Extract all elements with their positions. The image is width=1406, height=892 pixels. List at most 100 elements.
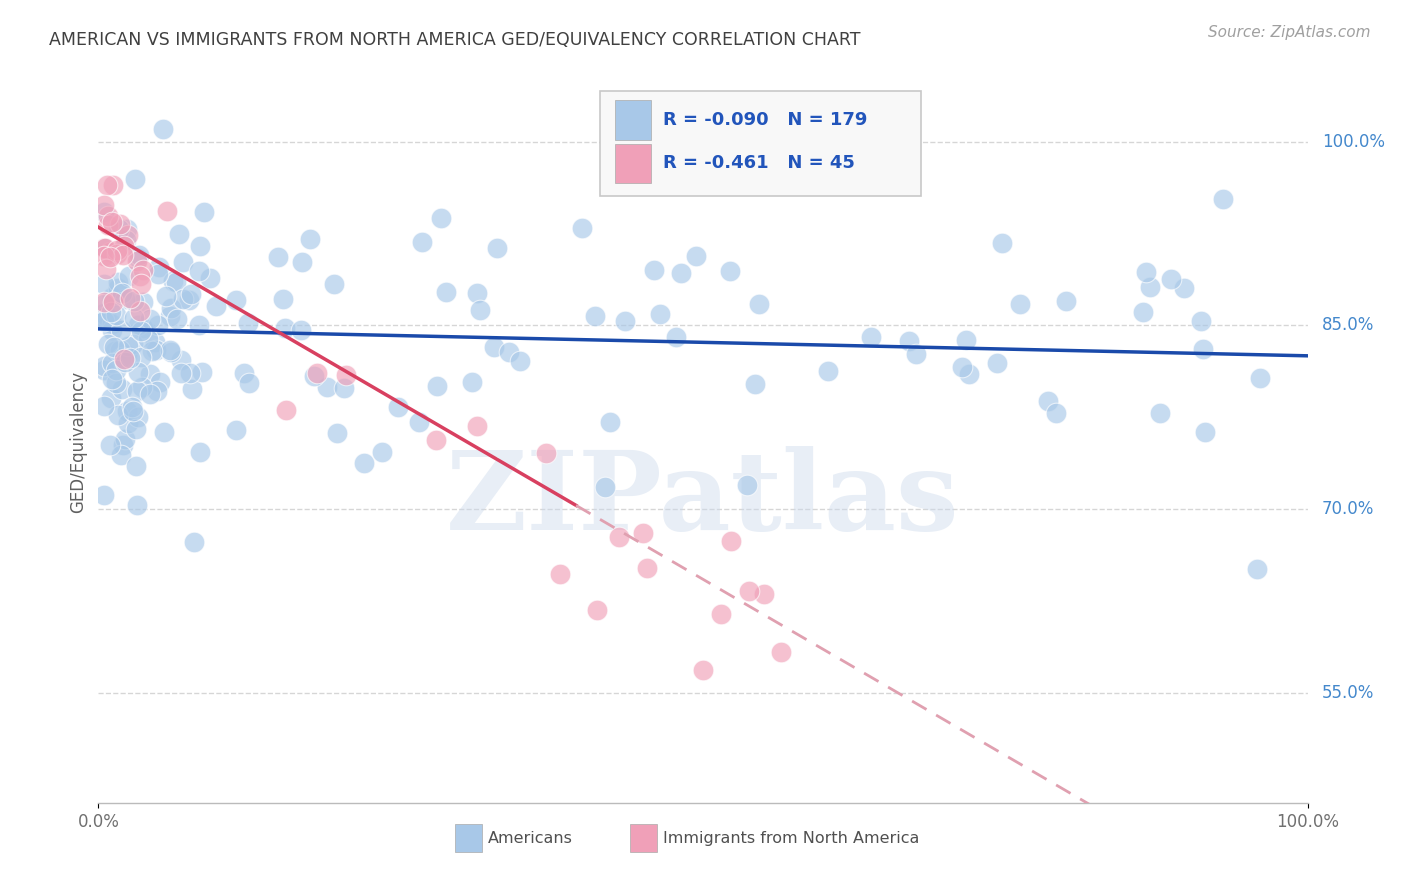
Point <box>169 227 191 241</box>
Point <box>290 323 312 337</box>
Point <box>93 313 115 327</box>
Point <box>101 372 124 386</box>
Point <box>128 247 150 261</box>
Point <box>1250 371 1272 385</box>
Point <box>131 350 153 364</box>
Point <box>120 351 142 366</box>
Point <box>1192 342 1215 356</box>
Point <box>408 415 430 429</box>
Text: 55.0%: 55.0% <box>1322 683 1375 702</box>
Point <box>93 314 115 328</box>
Point <box>1139 280 1161 294</box>
Point <box>720 534 742 549</box>
Point <box>139 367 162 381</box>
Point <box>509 354 531 368</box>
Point <box>188 264 211 278</box>
Point <box>93 488 115 502</box>
Point <box>107 281 129 295</box>
Point <box>426 379 449 393</box>
Point <box>180 286 202 301</box>
Point <box>160 301 183 315</box>
Point <box>129 324 152 338</box>
Point <box>148 318 170 332</box>
Point <box>100 305 122 319</box>
Point <box>114 355 136 369</box>
Point <box>124 172 146 186</box>
Point <box>127 498 149 512</box>
Point <box>105 244 128 258</box>
Point <box>188 445 211 459</box>
Text: 70.0%: 70.0% <box>1322 500 1375 518</box>
Point <box>93 198 115 212</box>
Point <box>94 262 117 277</box>
Point <box>94 310 117 324</box>
Point <box>198 271 221 285</box>
Point <box>125 459 148 474</box>
Point <box>636 561 658 575</box>
Point <box>127 365 149 379</box>
Point <box>1135 265 1157 279</box>
Point <box>290 255 312 269</box>
Point <box>129 304 152 318</box>
Point <box>93 359 115 374</box>
Point <box>117 227 139 242</box>
Point <box>748 296 770 310</box>
Point <box>643 263 665 277</box>
Point <box>990 236 1012 251</box>
Point <box>114 432 136 446</box>
Point <box>117 416 139 430</box>
Point <box>193 205 215 219</box>
Point <box>238 317 260 331</box>
Point <box>183 535 205 549</box>
Point <box>607 530 630 544</box>
Point <box>104 362 127 376</box>
Point <box>141 343 163 358</box>
Point <box>149 375 172 389</box>
Point <box>159 343 181 357</box>
Point <box>93 294 115 309</box>
Text: R = -0.461   N = 45: R = -0.461 N = 45 <box>664 154 855 172</box>
Text: 100.0%: 100.0% <box>1322 133 1385 151</box>
Point <box>124 422 146 436</box>
Point <box>177 293 200 307</box>
Point <box>101 178 124 193</box>
Point <box>114 293 136 307</box>
Point <box>93 314 115 328</box>
Point <box>468 302 491 317</box>
Point <box>145 343 167 357</box>
Point <box>129 277 152 291</box>
Point <box>425 433 447 447</box>
Text: ZIPatlas: ZIPatlas <box>446 446 960 553</box>
Point <box>225 423 247 437</box>
Point <box>98 244 121 259</box>
Point <box>105 247 128 261</box>
Point <box>110 323 132 337</box>
Point <box>205 299 228 313</box>
Point <box>97 209 120 223</box>
Point <box>302 369 325 384</box>
Point <box>131 380 153 394</box>
Point <box>127 252 149 266</box>
Point <box>101 323 124 337</box>
Point <box>335 368 357 382</box>
Point <box>101 294 124 309</box>
Point <box>132 295 155 310</box>
Point <box>434 285 457 299</box>
Point <box>131 321 153 335</box>
Point <box>685 249 707 263</box>
Point <box>955 333 977 347</box>
Point <box>162 274 184 288</box>
Point <box>110 448 132 462</box>
Point <box>172 292 194 306</box>
Point <box>98 251 121 265</box>
Bar <box>614 100 651 140</box>
Point <box>665 329 688 343</box>
Point <box>371 445 394 459</box>
Point <box>1246 562 1268 576</box>
Point <box>631 526 654 541</box>
Point <box>122 310 145 325</box>
Point <box>93 306 115 320</box>
Point <box>127 318 149 332</box>
Point <box>96 178 118 193</box>
Point <box>132 263 155 277</box>
